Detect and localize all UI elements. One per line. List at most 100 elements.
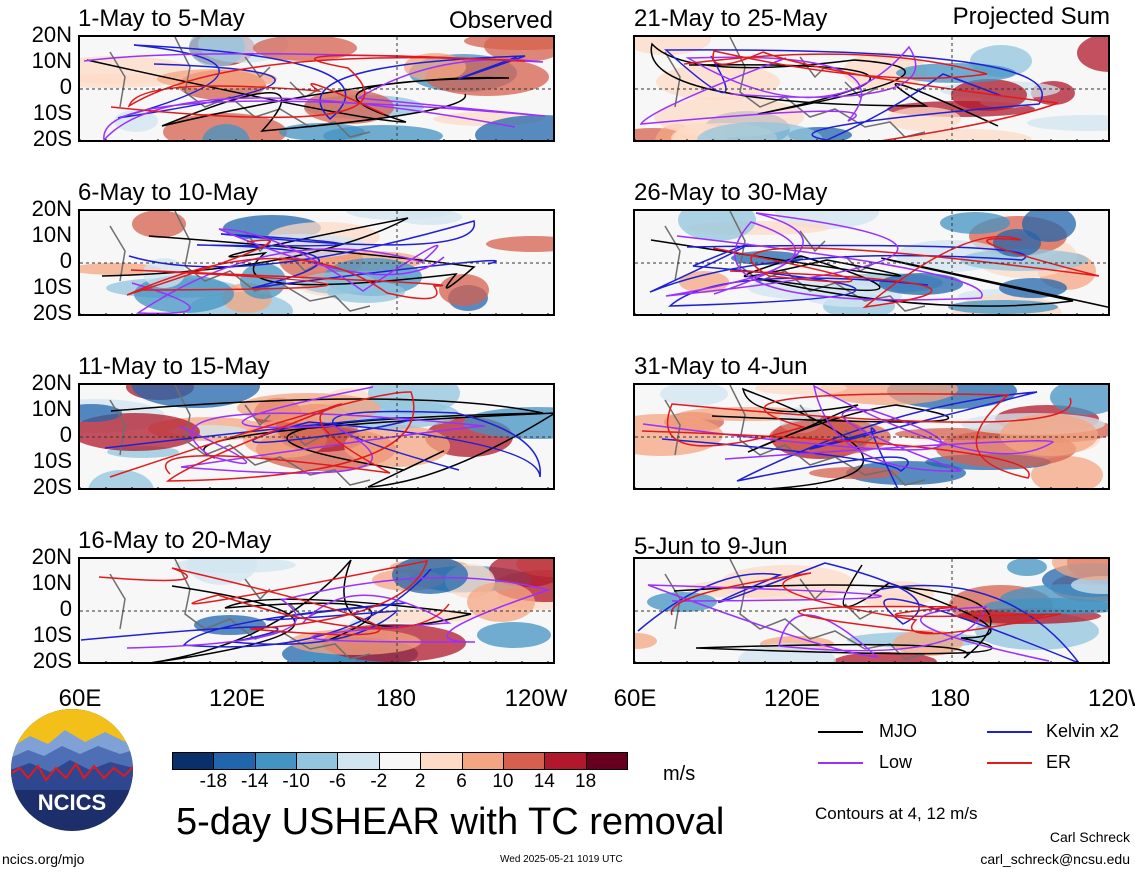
shear-anomaly-blob: [999, 278, 1067, 298]
shear-anomaly-blob: [80, 404, 122, 422]
shear-anomaly-blob: [940, 212, 1010, 234]
shear-field: [635, 559, 1108, 662]
map-panel: [633, 35, 1110, 142]
coastline: [664, 211, 926, 312]
shear-anomaly-blob: [1000, 414, 1098, 456]
shear-field: [80, 385, 553, 488]
contour-line: [665, 212, 983, 301]
projected-sum-label: Projected Sum: [952, 3, 1110, 30]
contour-line: [110, 54, 526, 119]
shear-anomaly-blob: [679, 271, 729, 293]
panel-title: 1-May to 5-May: [78, 5, 245, 32]
colorbar-swatch: [461, 752, 504, 770]
shear-field: [635, 37, 1108, 140]
mjo-key-label: MJO: [879, 721, 917, 741]
observed-label: Observed: [448, 7, 553, 34]
lat-tick-label: 10S: [32, 100, 72, 125]
colorbar-tick-label: 2: [414, 771, 426, 792]
colorbar-tick-label: -2: [370, 771, 388, 792]
shear-anomaly-blob: [738, 643, 836, 662]
coastline: [109, 211, 371, 312]
colorbar-swatch: [420, 752, 463, 770]
colorbar-tick-label: 6: [456, 771, 467, 792]
map-panel: [78, 35, 555, 142]
lon-tick-label: 180: [929, 685, 971, 712]
lat-tick-label: 10N: [31, 396, 72, 421]
shear-anomaly-blob: [80, 263, 161, 275]
shear-anomaly-blob: [820, 385, 958, 405]
shear-anomaly-blob: [1007, 559, 1047, 576]
logo-text: NCICS: [38, 790, 106, 815]
shear-anomaly-blob: [489, 559, 553, 587]
shear-anomaly-blob: [202, 124, 250, 140]
contour-line: [670, 572, 1062, 635]
shear-anomaly-blob: [635, 633, 657, 649]
panel-title: 21-May to 25-May: [634, 5, 828, 32]
panel-title: 11-May to 15-May: [78, 353, 270, 380]
shear-anomaly-blob: [467, 582, 535, 622]
shear-anomaly-blob: [1027, 115, 1108, 131]
contour-line: [80, 568, 432, 648]
map-panel: [633, 383, 1110, 490]
shear-anomaly-blob: [187, 559, 257, 585]
shear-anomaly-blob: [678, 211, 756, 241]
contour-line: [712, 235, 1100, 309]
colorbar-swatch: [544, 752, 587, 770]
map-panel: [633, 209, 1110, 316]
lat-tick-label: 20N: [31, 544, 72, 569]
shear-anomaly-blob: [887, 107, 961, 131]
shear-anomaly-blob: [948, 300, 1058, 314]
contour-line: [664, 49, 1043, 140]
contour-line: [650, 239, 1108, 308]
shear-anomaly-blob: [189, 37, 245, 67]
colorbar: [172, 752, 628, 770]
lat-tick-label: 10N: [31, 48, 72, 73]
shear-anomaly-blob: [346, 211, 452, 220]
map-panel: [633, 557, 1110, 664]
coastline: [664, 37, 926, 138]
colorbar-tick-label: 14: [533, 771, 555, 792]
lon-tick-label: 120E: [208, 685, 266, 712]
shear-anomaly-blob: [1071, 576, 1108, 594]
shear-anomaly-blob: [80, 413, 200, 451]
ncics-logo: NCICS: [10, 708, 134, 832]
shear-field: [635, 211, 1108, 314]
shear-anomaly-blob: [635, 37, 711, 55]
lat-tick-label: 10N: [31, 570, 72, 595]
contour-line: [673, 564, 993, 659]
er-key-line: [987, 762, 1032, 764]
shear-anomaly-blob: [477, 622, 551, 648]
footer-url: ncics.org/mjo: [2, 851, 85, 867]
colorbar-swatch: [337, 752, 380, 770]
lon-tick-label: 60E: [58, 685, 102, 712]
lat-tick-label: 20N: [31, 370, 72, 395]
colorbar-tick-label: -10: [282, 771, 310, 792]
lon-tick-label: 180: [375, 685, 417, 712]
lat-tick-label: 0: [59, 422, 72, 447]
shear-anomaly-blob: [439, 274, 489, 306]
coastline: [109, 385, 371, 486]
shear-anomaly-blob: [846, 461, 966, 485]
shear-field: [80, 211, 553, 314]
contour-line: [126, 576, 551, 649]
shear-field: [80, 37, 553, 140]
contour-line: [178, 386, 486, 474]
colorbar-swatch: [172, 752, 215, 770]
colorbar-swatch: [254, 752, 298, 770]
shear-anomaly-blob: [88, 470, 154, 488]
contour-line: [126, 239, 444, 300]
contour-line: [683, 50, 1059, 140]
colorbar-tick-label: 10: [492, 771, 514, 792]
contour-note: Contours at 4, 12 m/s: [815, 804, 978, 823]
contour-line: [109, 391, 415, 482]
contour-line: [128, 220, 497, 289]
shear-anomaly-blob: [1031, 456, 1103, 488]
lat-tick-label: 10S: [32, 622, 72, 647]
lat-tick-label: 20N: [31, 196, 72, 221]
panel-title: 31-May to 4-Jun: [634, 353, 808, 380]
low-key-line: [818, 762, 863, 764]
lat-tick-label: 20S: [32, 474, 72, 499]
shear-field: [635, 385, 1108, 488]
lat-tick-label: 20S: [32, 648, 72, 673]
lat-tick-label: 20N: [31, 22, 72, 47]
